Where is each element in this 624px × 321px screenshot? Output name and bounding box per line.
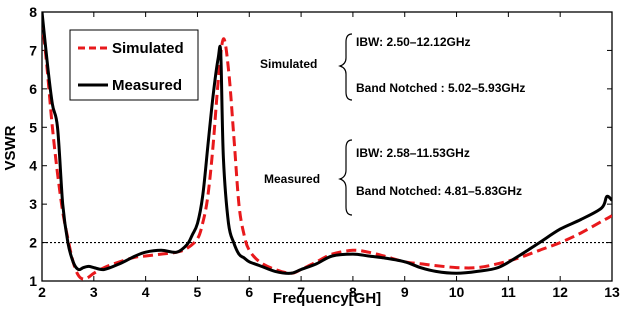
x-tick-label: 6 <box>245 284 253 300</box>
annotation-simulated-ibw: IBW: 2.50–12.12GHz <box>356 35 471 49</box>
annotation-simulated-notch: Band Notched : 5.02–5.93GHz <box>356 81 525 95</box>
series-line-measured <box>42 12 612 275</box>
x-tick-label: 12 <box>552 284 568 300</box>
legend-label-simulated: Simulated <box>112 40 184 57</box>
y-axis-title: VSWR <box>2 125 19 170</box>
x-tick-label: 2 <box>38 284 46 300</box>
annotation-measured-notch: Band Notched: 4.81–5.83GHz <box>356 184 522 198</box>
annotation-simulated: Simulated IBW: 2.50–12.12GHz Band Notche… <box>260 33 525 101</box>
x-tick-label: 11 <box>501 284 516 300</box>
y-tick-label: 7 <box>29 42 37 58</box>
annotation-measured-ibw: IBW: 2.58–11.53GHz <box>356 146 470 160</box>
y-tick-label: 2 <box>29 235 37 251</box>
x-axis-title: Frequency[GH] <box>273 290 381 307</box>
annotation-measured: Measured IBW: 2.58–11.53GHz Band Notched… <box>264 139 522 216</box>
y-tick-label: 8 <box>29 4 37 20</box>
y-tick-label: 6 <box>29 81 37 97</box>
x-tick-label: 3 <box>90 284 98 300</box>
legend: Simulated Measured <box>69 29 199 101</box>
series-layer <box>42 12 612 281</box>
x-tick-label: 10 <box>449 284 465 300</box>
y-tick-label: 1 <box>29 273 37 289</box>
legend-box <box>69 29 199 101</box>
x-tick-label: 5 <box>194 284 202 300</box>
y-tick-label: 3 <box>29 196 37 212</box>
legend-label-measured: Measured <box>112 77 182 94</box>
annotation-measured-label: Measured <box>264 172 320 186</box>
x-tick-label: 7 <box>297 284 305 300</box>
y-tick-label: 4 <box>29 158 37 174</box>
x-tick-label: 13 <box>604 284 620 300</box>
series-line-simulated <box>42 19 612 281</box>
y-tick-label: 5 <box>29 119 37 135</box>
annotation-measured-brace <box>338 139 353 216</box>
annotation-simulated-label: Simulated <box>260 57 317 71</box>
x-tick-label: 8 <box>349 284 357 300</box>
x-tick-label: 9 <box>401 284 409 300</box>
x-tick-label: 4 <box>142 284 150 300</box>
annotation-simulated-brace <box>338 33 353 101</box>
